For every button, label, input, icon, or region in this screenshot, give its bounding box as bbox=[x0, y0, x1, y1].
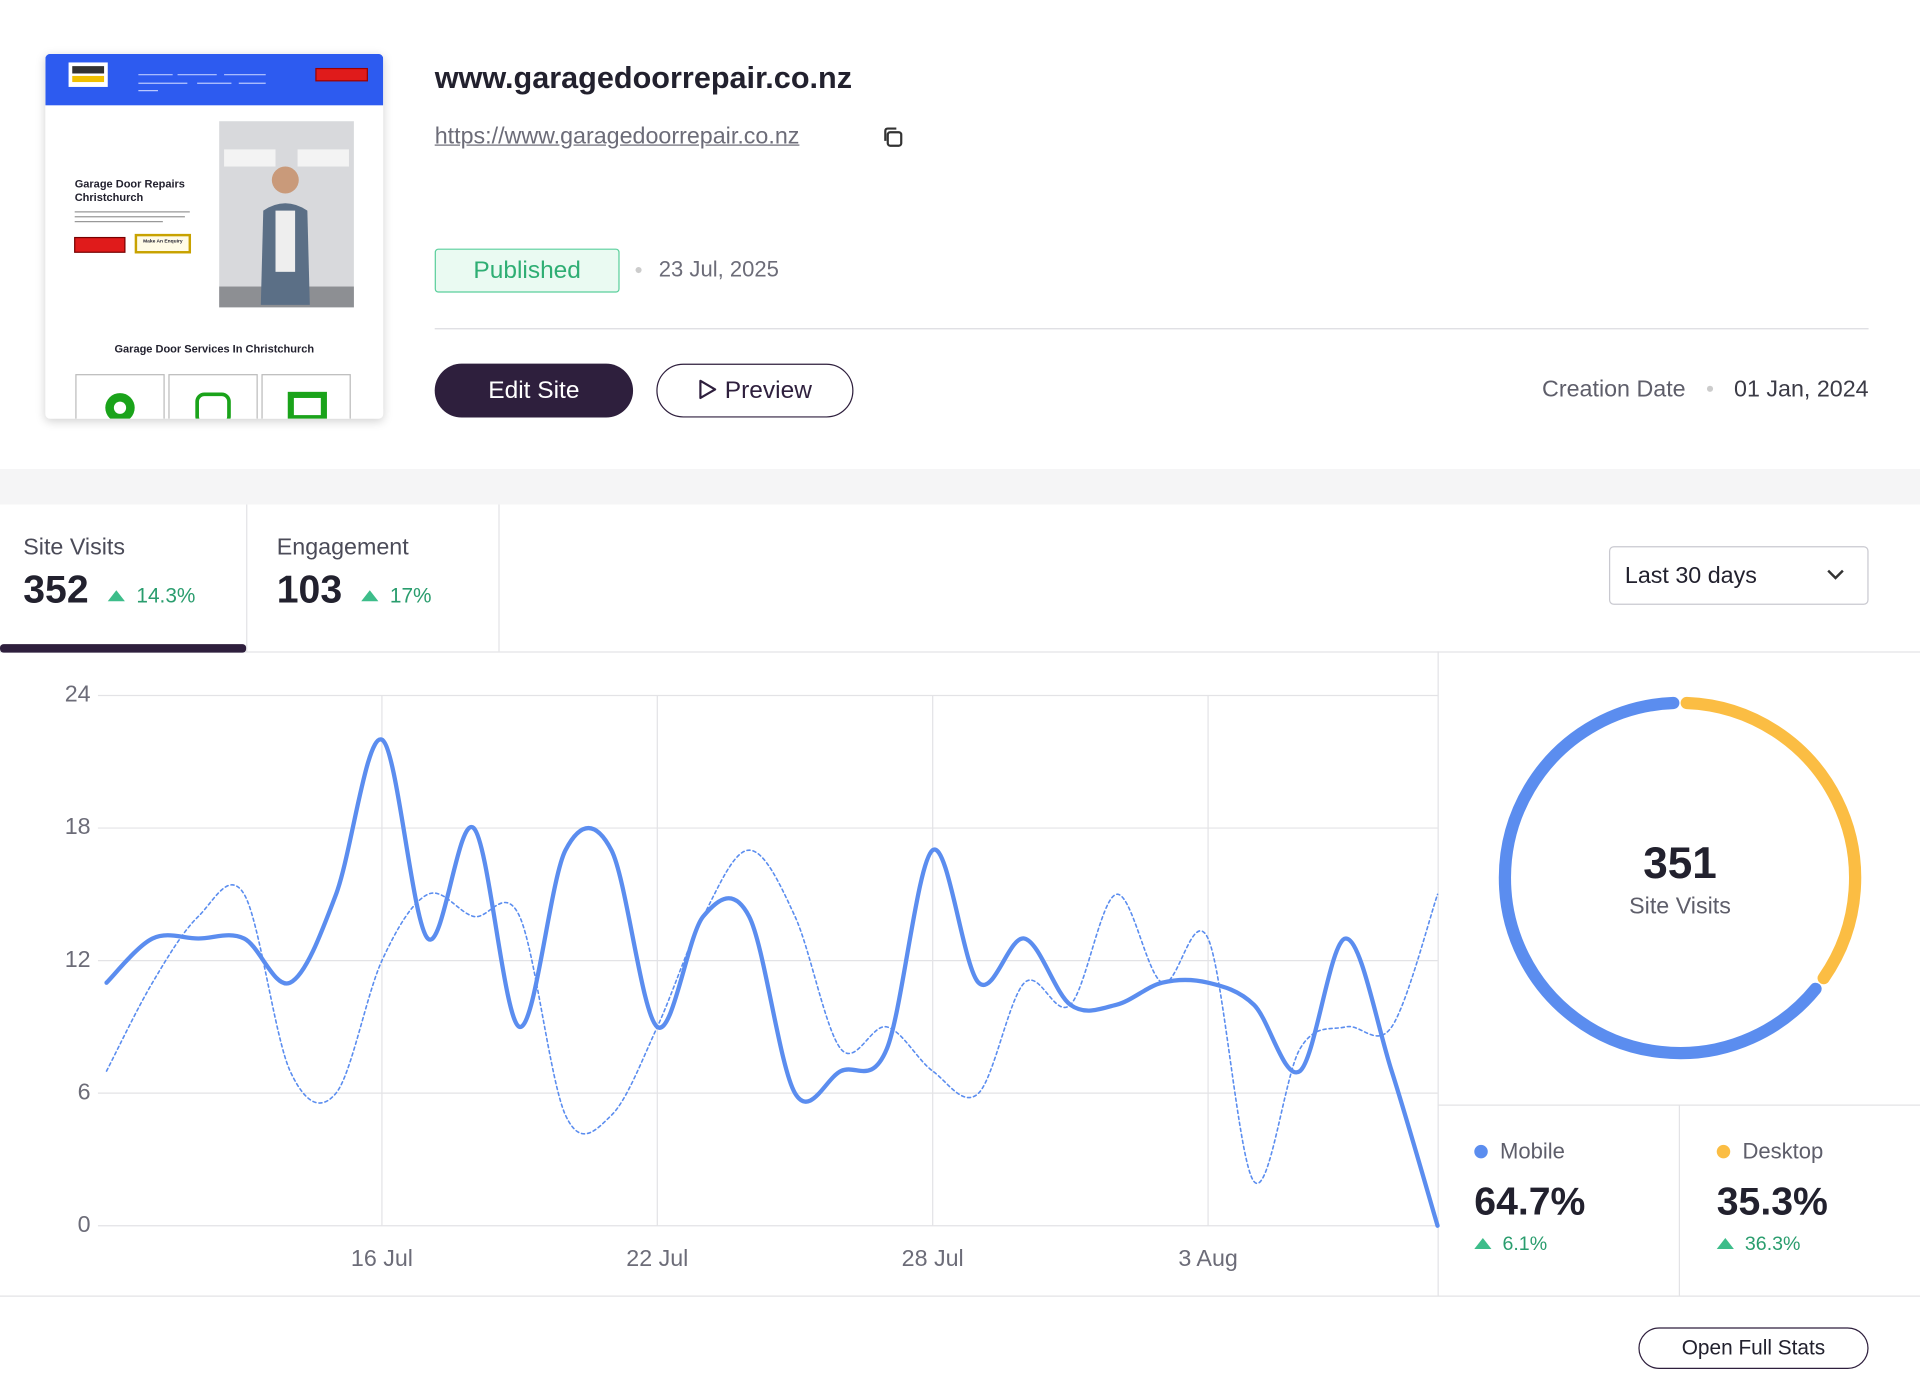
y-tick-label: 6 bbox=[78, 1078, 91, 1104]
thumb-logo-mark bbox=[72, 66, 105, 74]
legend-label: Desktop bbox=[1742, 1138, 1824, 1164]
y-tick-label: 18 bbox=[65, 813, 91, 839]
thumbnail-art bbox=[45, 53, 384, 419]
legend-item: Mobile 64.7% 6.1% bbox=[1474, 1139, 1585, 1257]
legend-value: 64.7% bbox=[1474, 1179, 1586, 1224]
thumb-icon bbox=[113, 401, 127, 414]
stat-label: Engagement bbox=[276, 535, 409, 561]
legend-change: 6.1% bbox=[1502, 1234, 1548, 1256]
legend-change: 36.3% bbox=[1744, 1234, 1801, 1256]
up-arrow bbox=[361, 590, 379, 602]
y-tick-label: 0 bbox=[78, 1211, 91, 1237]
copy-icon[interactable] bbox=[882, 126, 904, 148]
separator-dot bbox=[1706, 385, 1713, 392]
thumb-icon bbox=[195, 392, 231, 419]
thumb-call-button bbox=[74, 236, 126, 253]
stat-label: Site Visits bbox=[23, 535, 125, 561]
separator-dot bbox=[635, 266, 642, 274]
stat-value: 352 bbox=[23, 566, 89, 612]
range-dropdown[interactable]: Last 30 days bbox=[1608, 546, 1869, 605]
preview-label: Preview bbox=[724, 377, 812, 405]
donut-total: 351 bbox=[1643, 837, 1717, 888]
range-label: Last 30 days bbox=[1624, 563, 1757, 589]
legend-value: 35.3% bbox=[1716, 1179, 1828, 1224]
site-url[interactable]: https://www.garagedoorrepair.co.nz bbox=[434, 123, 800, 150]
legend-label: Mobile bbox=[1500, 1138, 1565, 1164]
thumb-nav bbox=[138, 74, 266, 92]
creation-label: Creation Date bbox=[1542, 377, 1686, 403]
stat-change: 14.3% bbox=[136, 584, 196, 608]
up-arrow bbox=[1716, 1237, 1734, 1249]
stat-value: 103 bbox=[276, 566, 343, 612]
visits-line bbox=[104, 737, 1440, 1228]
thumb-window bbox=[297, 149, 349, 167]
thumb-icon bbox=[293, 397, 321, 416]
open-full-stats-button[interactable]: Open Full Stats bbox=[1638, 1327, 1869, 1369]
active-tab-indicator bbox=[0, 644, 247, 653]
up-arrow bbox=[108, 590, 126, 602]
thumb-services-heading: Garage Door Services In Christchurch bbox=[114, 342, 315, 356]
legend-dot bbox=[1474, 1144, 1488, 1159]
legend-dot bbox=[1716, 1144, 1731, 1159]
stat-tab[interactable]: Site Visits 352 14.3% bbox=[23, 535, 195, 612]
published-date: 23 Jul, 2025 bbox=[658, 257, 779, 282]
thumb-heading: Garage Door Repairs Christchurch bbox=[74, 177, 185, 204]
stat-change: 17% bbox=[389, 584, 432, 608]
stat-tab[interactable]: Engagement 103 17% bbox=[277, 535, 432, 612]
thumb-enquiry-text: Make An Enquiry bbox=[143, 237, 183, 244]
thumb-person bbox=[271, 166, 299, 194]
preview-button[interactable]: Preview bbox=[656, 363, 854, 418]
legend-item: Desktop 35.3% 36.3% bbox=[1716, 1138, 1828, 1257]
thumb-person bbox=[275, 210, 296, 272]
thumb-phone bbox=[315, 67, 368, 82]
y-tick-label: 24 bbox=[65, 681, 91, 707]
thumb-window bbox=[224, 149, 276, 167]
chevron bbox=[1827, 569, 1844, 580]
donut-label: Site Visits bbox=[1629, 893, 1731, 920]
section-gap bbox=[0, 468, 1920, 505]
play-icon bbox=[699, 379, 717, 400]
status-badge: Published bbox=[434, 248, 620, 293]
x-tick-label: 28 Jul bbox=[902, 1245, 964, 1271]
donut-segment bbox=[1498, 696, 1822, 1060]
x-tick-label: 3 Aug bbox=[1178, 1245, 1237, 1271]
creation-info: Creation Date 01 Jan, 2024 bbox=[1542, 377, 1869, 404]
edit-site-button[interactable]: Edit Site bbox=[434, 363, 634, 418]
thumb-body-text bbox=[74, 211, 190, 223]
site-title: www.garagedoorrepair.co.nz bbox=[434, 61, 853, 96]
creation-date: 01 Jan, 2024 bbox=[1734, 377, 1869, 403]
x-tick-label: 22 Jul bbox=[626, 1245, 688, 1271]
y-tick-label: 12 bbox=[65, 946, 91, 972]
thumb-enquiry-button bbox=[134, 233, 192, 254]
site-thumbnail[interactable]: Garage Door Repairs Christchurch Make An… bbox=[45, 53, 384, 419]
thumb-logo-mark bbox=[72, 75, 105, 83]
donut-segment bbox=[1680, 696, 1862, 985]
previous-period-line bbox=[105, 849, 1439, 1185]
up-arrow bbox=[1474, 1237, 1492, 1249]
x-tick-label: 16 Jul bbox=[351, 1245, 413, 1271]
